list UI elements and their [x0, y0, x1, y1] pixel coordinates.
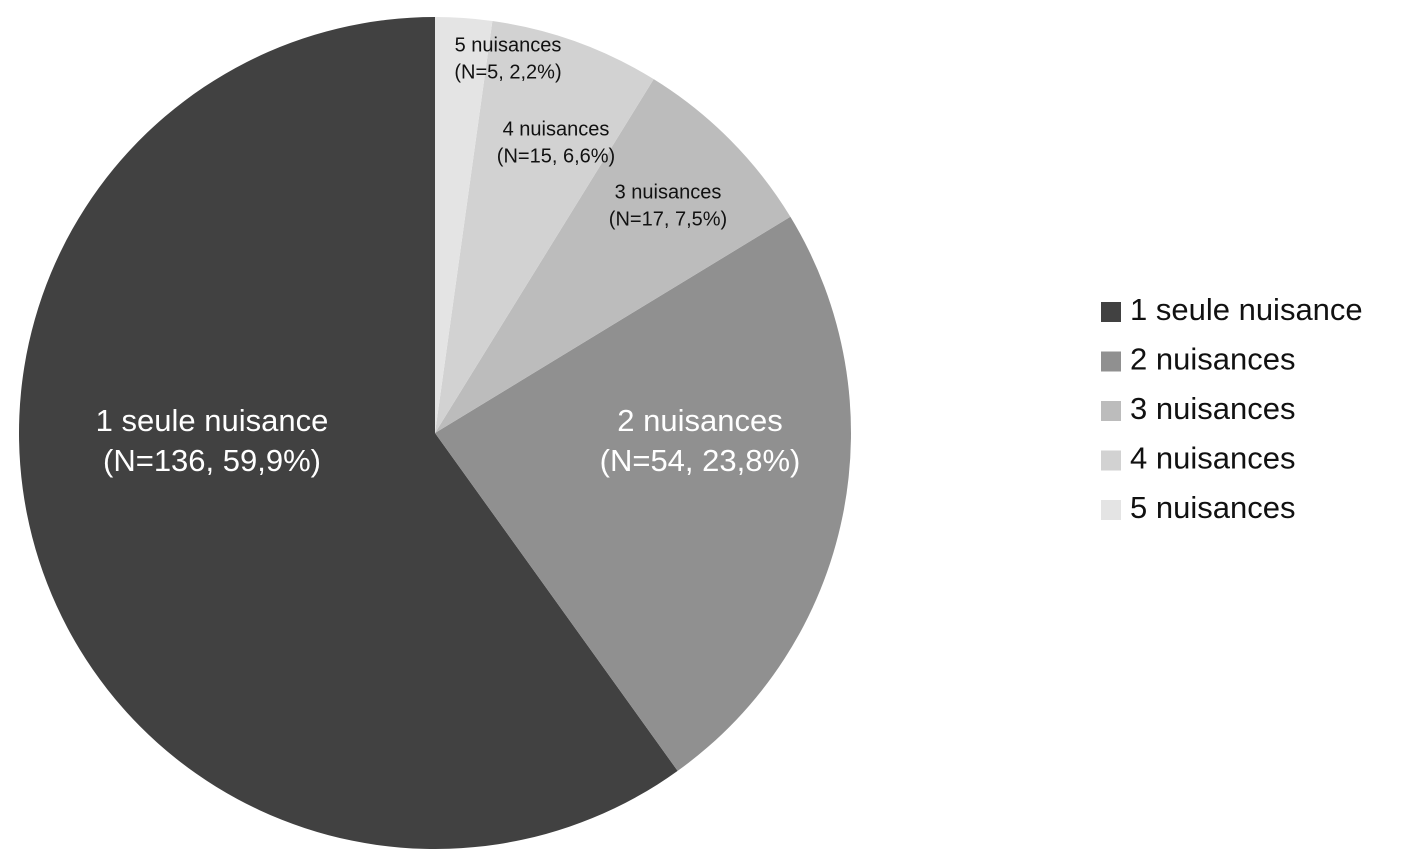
slice-label-3: 3 nuisances (N=17, 7,5%) — [609, 181, 727, 230]
legend-item-5: 5 nuisances — [1101, 490, 1295, 525]
slice-label-title: 1 seule nuisance — [96, 403, 329, 438]
pie-slice-2 — [435, 216, 851, 771]
legend-swatch — [1101, 500, 1121, 520]
legend-label: 1 seule nuisance — [1130, 292, 1363, 327]
slice-label-1: 1 seule nuisance (N=136, 59,9%) — [96, 403, 329, 478]
slice-label-2: 2 nuisances (N=54, 23,8%) — [600, 403, 801, 478]
slice-label-value: (N=15, 6,6%) — [497, 145, 615, 167]
legend-label: 2 nuisances — [1130, 342, 1295, 377]
pie-slice-5 — [435, 17, 493, 433]
slice-label-value: (N=54, 23,8%) — [600, 443, 801, 478]
slice-label-4: 4 nuisances (N=15, 6,6%) — [497, 118, 615, 167]
legend-swatch — [1101, 450, 1121, 471]
slice-label-title: 2 nuisances — [617, 403, 782, 438]
legend: 1 seule nuisance 2 nuisances 3 nuisances 4 … — [1101, 292, 1363, 525]
slice-label-title: 4 nuisances — [503, 118, 610, 140]
legend-item-2: 2 nuisances — [1101, 342, 1295, 377]
pie-slice-4 — [435, 20, 654, 433]
legend-label: 3 nuisances — [1130, 391, 1295, 426]
slice-label-value: (N=136, 59,9%) — [103, 443, 321, 478]
pie-slice-1 — [18, 17, 678, 849]
slice-label-title: 3 nuisances — [615, 181, 722, 203]
legend-swatch — [1101, 351, 1121, 372]
legend-swatch — [1101, 302, 1121, 322]
slice-label-title: 5 nuisances — [455, 34, 562, 56]
slices-layer — [18, 17, 851, 849]
slice-label-5: 5 nuisances (N=5, 2,2%) — [454, 34, 561, 83]
legend-swatch — [1101, 401, 1121, 421]
legend-item-3: 3 nuisances — [1101, 391, 1295, 426]
slice-labels-layer: 1 seule nuisance (N=136, 59,9%) 2 nuisance… — [96, 34, 801, 478]
slice-label-value: (N=17, 7,5%) — [609, 208, 727, 230]
legend-label: 5 nuisances — [1130, 490, 1295, 525]
legend-item-1: 1 seule nuisance — [1101, 292, 1363, 327]
pie-slice-3 — [435, 79, 791, 433]
slice-label-value: (N=5, 2,2%) — [454, 61, 561, 83]
legend-item-4: 4 nuisances — [1101, 441, 1295, 476]
legend-label: 4 nuisances — [1130, 441, 1295, 476]
